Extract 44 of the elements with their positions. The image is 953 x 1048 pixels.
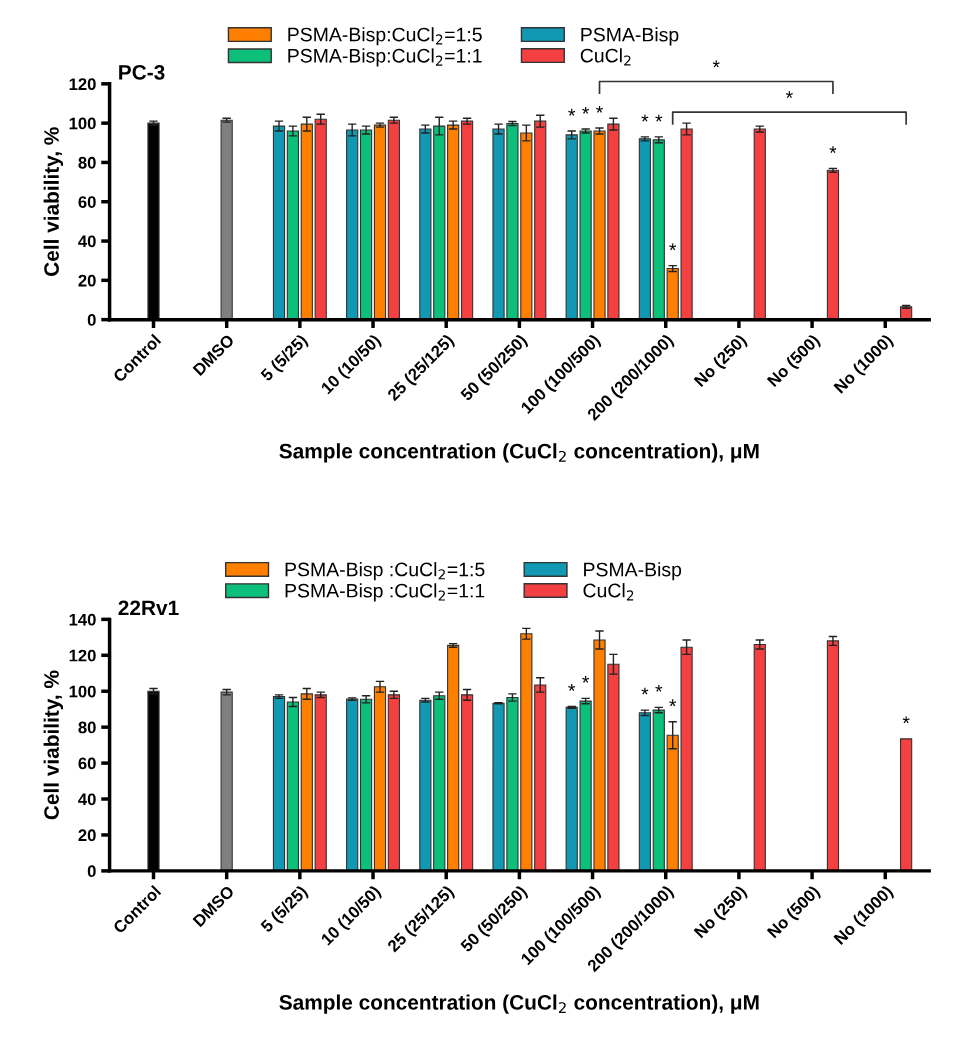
y-tick-label: 0 (87, 314, 96, 326)
legend-label: PSMA-Bisp (584, 562, 682, 581)
data-label: * (655, 114, 663, 122)
data-label: * (669, 699, 677, 707)
data-label: * (641, 687, 649, 695)
y-tick-label: 120 (69, 649, 96, 662)
y-tick-label: 80 (78, 156, 96, 169)
y-tick-label: 100 (69, 117, 96, 130)
y-tick-label: 60 (78, 757, 96, 770)
x-axis-title: Sample concentration (CuCl$_{2}$ concentration), μM (279, 443, 759, 463)
legend-label: PSMA-Bisp:CuCl$_{2}$=1:1 (288, 48, 482, 67)
legend-label: PSMA-Bisp :CuCl$_{2}$=1:1 (285, 583, 485, 602)
data-label: * (582, 106, 590, 114)
y-tick-label: 20 (78, 274, 96, 287)
x-axis-title: Sample concentration (CuCl$_{2}$ concentration), μM (279, 994, 759, 1014)
legend-label: PSMA-Bisp :CuCl$_{2}$=1:5 (285, 562, 485, 581)
legend-label: PSMA-Bisp (581, 27, 679, 46)
text: * (712, 60, 720, 68)
y-tick-label: 100 (69, 685, 96, 698)
data-label: * (669, 243, 677, 251)
y-tick-label: 120 (69, 78, 96, 91)
y-tick-label: 60 (78, 196, 96, 208)
legend-label: CuCl$_{2}$ (583, 583, 634, 601)
y-axis-title: Cell viability, % (43, 127, 64, 276)
chart-title: PC-3 (119, 64, 165, 80)
data-label: * (829, 146, 837, 154)
legend-label: PSMA-Bisp:CuCl$_{2}$=1:5 (288, 27, 482, 46)
annotation: * (785, 91, 793, 99)
y-tick-label: 80 (78, 721, 96, 734)
y-tick-label: 140 (69, 613, 96, 626)
y-tick-label: 40 (78, 235, 96, 248)
chart-title: 22Rv1 (118, 600, 179, 616)
data-label: * (655, 684, 663, 692)
data-label: * (641, 114, 649, 122)
data-label: * (568, 108, 576, 116)
y-tick-label: 0 (87, 865, 96, 878)
data-label: * (568, 684, 576, 691)
legend-label: CuCl$_{2}$ (580, 48, 631, 66)
data-label: * (902, 716, 910, 724)
y-axis-title: Cell viability, % (43, 670, 64, 820)
y-tick-label: 40 (78, 793, 96, 806)
data-label: * (582, 675, 590, 683)
y-tick-label: 20 (78, 829, 96, 842)
data-label: * (596, 105, 603, 113)
